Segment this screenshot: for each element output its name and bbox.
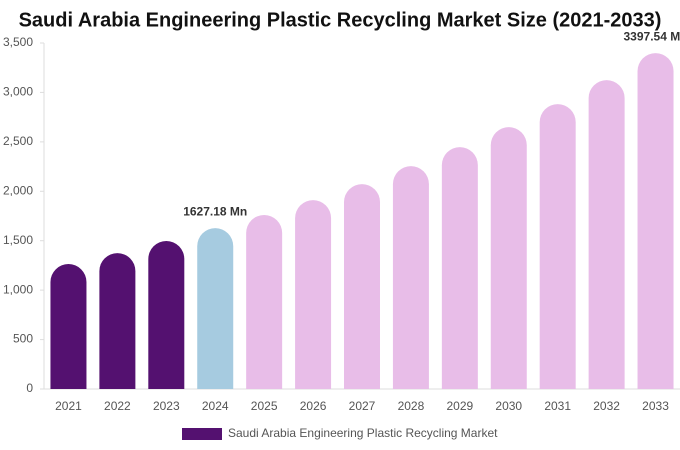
bar [637, 53, 674, 390]
x-tick-label: 2028 [398, 399, 425, 413]
x-tick-label: 2027 [349, 399, 376, 413]
x-tick-label: 2023 [153, 399, 180, 413]
x-tick-label: 2024 [202, 399, 229, 413]
bar [392, 166, 429, 389]
value-label: 3397.54 Mn [624, 29, 680, 43]
bar [588, 80, 625, 390]
x-tick-label: 2025 [251, 399, 278, 413]
x-tick-label: 2031 [544, 399, 571, 413]
x-tick-label: 2026 [300, 399, 327, 413]
bar [344, 184, 380, 389]
bar [490, 127, 527, 390]
bar [50, 264, 87, 389]
y-tick-label: 2,000 [3, 183, 33, 197]
y-tick-label: 3,000 [3, 85, 33, 99]
bar [441, 147, 478, 389]
legend-swatch [182, 428, 222, 440]
x-tick-label: 2030 [495, 399, 522, 413]
legend-label: Saudi Arabia Engineering Plastic Recycli… [228, 426, 498, 440]
y-tick-label: 0 [26, 381, 33, 395]
bar [295, 200, 332, 389]
x-tick-label: 2021 [55, 399, 82, 413]
x-tick-label: 2029 [446, 399, 473, 413]
y-tick-label: 500 [13, 332, 33, 346]
y-tick-label: 1,500 [3, 233, 33, 247]
bar [246, 215, 283, 389]
bar [197, 228, 234, 389]
x-tick-label: 2022 [104, 399, 131, 413]
value-label: 1627.18 Mn [183, 204, 247, 218]
chart-title: Saudi Arabia Engineering Plastic Recycli… [19, 9, 662, 31]
bar [539, 104, 576, 389]
y-tick-label: 1,000 [3, 282, 33, 296]
y-tick-label: 3,500 [3, 35, 33, 49]
bar [99, 253, 136, 389]
x-tick-label: 2032 [593, 399, 620, 413]
x-tick-label: 2033 [642, 399, 669, 413]
y-tick-label: 2,500 [3, 134, 33, 148]
bar [148, 241, 185, 389]
